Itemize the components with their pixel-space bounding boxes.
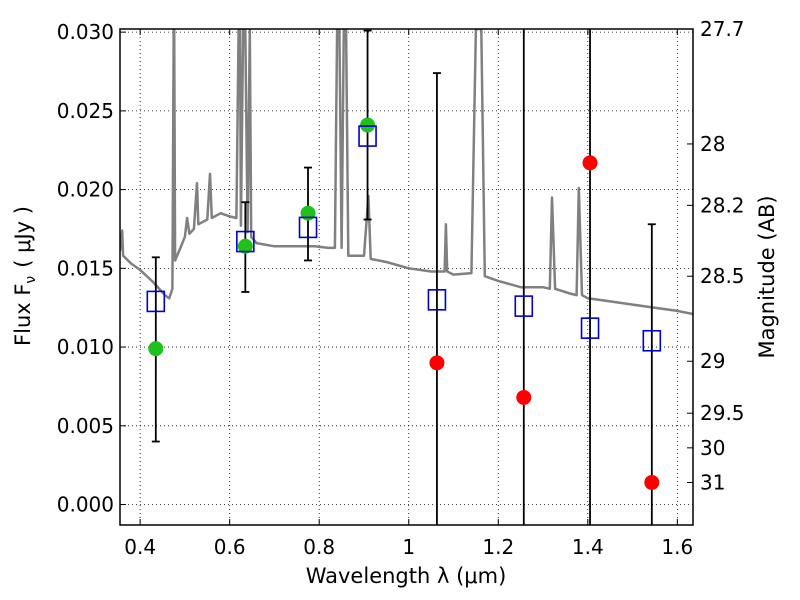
y2-tick-label: 30 [700, 436, 725, 460]
y2-tick-labels: 27.7 28 28.2 28.5 29 29.5 30 31 [700, 17, 745, 494]
y-tick-labels: 0.000 0.005 0.010 0.015 0.020 0.025 0.030 [57, 20, 114, 516]
circle-marker [582, 155, 598, 171]
plot-frame [119, 28, 694, 526]
square-marker [236, 230, 255, 253]
circle-marker [429, 355, 445, 371]
circle-marker [237, 238, 253, 254]
y-tick-label: 0.010 [57, 335, 114, 359]
model-spectrum [120, 29, 693, 316]
x-tick-labels: 0.4 0.6 0.8 1 1.2 1.4 1.6 [124, 535, 693, 559]
y2-tick-label: 28.2 [700, 193, 745, 217]
circle-marker [300, 205, 316, 221]
y-axis-title-main: Flux F [11, 284, 35, 346]
circle-marker [360, 117, 376, 133]
y-axis-title: Flux Fν ( μJy ) [11, 206, 39, 346]
square-marker [427, 289, 447, 311]
square-marker [298, 216, 318, 239]
plot-background [120, 29, 693, 525]
y2-tick-label: 29.5 [700, 401, 745, 425]
y2-axis-title: Magnitude (AB) [755, 195, 779, 358]
square-marker [514, 295, 534, 317]
square-marker [146, 290, 166, 313]
spectrum-line [120, 29, 693, 316]
x-tick-label: 1.2 [482, 535, 514, 559]
circle-marker [148, 341, 164, 357]
y-tick-label: 0.025 [57, 99, 114, 123]
y-tick-label: 0.015 [57, 256, 114, 280]
y-axis-title-unit: ( μJy ) [11, 206, 35, 268]
square-marker [580, 317, 600, 339]
x-tick-label: 0.6 [214, 535, 246, 559]
y2-tick-label: 29 [700, 349, 725, 373]
x-tick-label: 0.4 [124, 535, 156, 559]
y-tick-label: 0.000 [57, 493, 114, 517]
square-marker [358, 125, 377, 147]
x-tick-label: 1.6 [661, 535, 693, 559]
grid-lines [120, 29, 693, 525]
axis-ticks [120, 28, 693, 525]
x-tick-label: 1.4 [572, 535, 604, 559]
y2-tick-label: 28 [700, 132, 725, 156]
y2-tick-label: 31 [700, 470, 725, 494]
x-tick-label: 1 [402, 535, 415, 559]
y-tick-label: 0.030 [57, 20, 114, 44]
circle-marker [644, 474, 660, 490]
y-axis-title-sub: ν [23, 276, 39, 284]
y2-tick-label: 27.7 [700, 17, 745, 41]
x-axis-title: Wavelength λ (μm) [306, 564, 507, 588]
y-tick-label: 0.005 [57, 414, 114, 438]
x-tick-label: 0.8 [303, 535, 335, 559]
y2-tick-label: 28.5 [700, 264, 745, 288]
data-markers [146, 117, 662, 490]
square-marker [642, 329, 662, 352]
y-tick-label: 0.020 [57, 178, 114, 202]
circle-marker [516, 389, 532, 405]
